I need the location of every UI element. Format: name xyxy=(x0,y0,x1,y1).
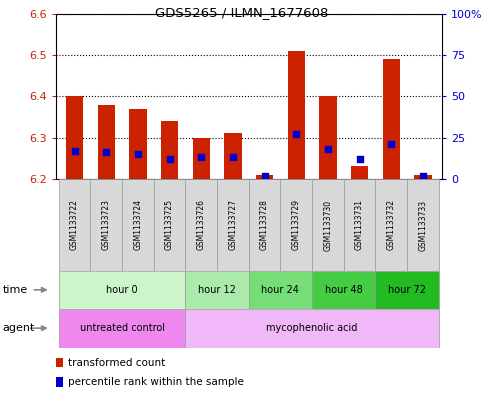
Text: GSM1133724: GSM1133724 xyxy=(133,200,142,250)
Bar xyxy=(344,179,375,271)
Bar xyxy=(154,179,185,271)
Text: agent: agent xyxy=(2,323,35,333)
Point xyxy=(292,131,300,138)
Text: GSM1133727: GSM1133727 xyxy=(228,200,238,250)
Bar xyxy=(185,179,217,271)
Point xyxy=(387,141,395,147)
Bar xyxy=(249,179,281,271)
Text: GSM1133728: GSM1133728 xyxy=(260,200,269,250)
Bar xyxy=(351,166,369,179)
Point xyxy=(356,156,364,162)
Bar xyxy=(256,175,273,179)
Point xyxy=(324,146,332,152)
Text: hour 48: hour 48 xyxy=(325,285,363,295)
Bar xyxy=(122,179,154,271)
Bar xyxy=(281,179,312,271)
Bar xyxy=(129,108,147,179)
Bar xyxy=(375,179,407,271)
Bar xyxy=(249,271,312,309)
Text: GSM1133732: GSM1133732 xyxy=(387,200,396,250)
Point xyxy=(102,149,110,156)
Text: GSM1133723: GSM1133723 xyxy=(102,200,111,250)
Bar xyxy=(224,134,242,179)
Text: GSM1133731: GSM1133731 xyxy=(355,200,364,250)
Text: GDS5265 / ILMN_1677608: GDS5265 / ILMN_1677608 xyxy=(155,6,328,19)
Point xyxy=(166,156,173,162)
Point xyxy=(71,148,78,154)
Bar xyxy=(59,309,185,348)
Text: GSM1133725: GSM1133725 xyxy=(165,200,174,250)
Bar xyxy=(59,179,90,271)
Text: percentile rank within the sample: percentile rank within the sample xyxy=(68,377,243,387)
Bar xyxy=(383,59,400,179)
Bar xyxy=(312,179,344,271)
Bar xyxy=(375,271,439,309)
Point xyxy=(198,154,205,160)
Text: transformed count: transformed count xyxy=(68,358,165,367)
Bar xyxy=(217,179,249,271)
Bar xyxy=(407,179,439,271)
Text: GSM1133729: GSM1133729 xyxy=(292,200,301,250)
Bar xyxy=(66,96,83,179)
Point xyxy=(134,151,142,157)
Bar xyxy=(287,51,305,179)
Text: time: time xyxy=(2,285,28,295)
Point xyxy=(229,154,237,160)
Text: GSM1133733: GSM1133733 xyxy=(418,199,427,251)
Bar xyxy=(98,105,115,179)
Text: GSM1133730: GSM1133730 xyxy=(324,199,332,251)
Bar xyxy=(185,309,439,348)
Bar xyxy=(193,138,210,179)
Bar xyxy=(161,121,178,179)
Text: hour 24: hour 24 xyxy=(261,285,299,295)
Text: GSM1133726: GSM1133726 xyxy=(197,200,206,250)
Text: hour 12: hour 12 xyxy=(198,285,236,295)
Text: hour 0: hour 0 xyxy=(106,285,138,295)
Bar xyxy=(59,271,185,309)
Point xyxy=(419,173,427,179)
Bar xyxy=(312,271,375,309)
Bar xyxy=(90,179,122,271)
Bar xyxy=(319,96,337,179)
Text: untreated control: untreated control xyxy=(80,323,165,333)
Bar xyxy=(414,175,432,179)
Bar xyxy=(185,271,249,309)
Point xyxy=(261,173,269,179)
Text: mycophenolic acid: mycophenolic acid xyxy=(267,323,358,333)
Text: GSM1133722: GSM1133722 xyxy=(70,200,79,250)
Text: hour 72: hour 72 xyxy=(388,285,426,295)
